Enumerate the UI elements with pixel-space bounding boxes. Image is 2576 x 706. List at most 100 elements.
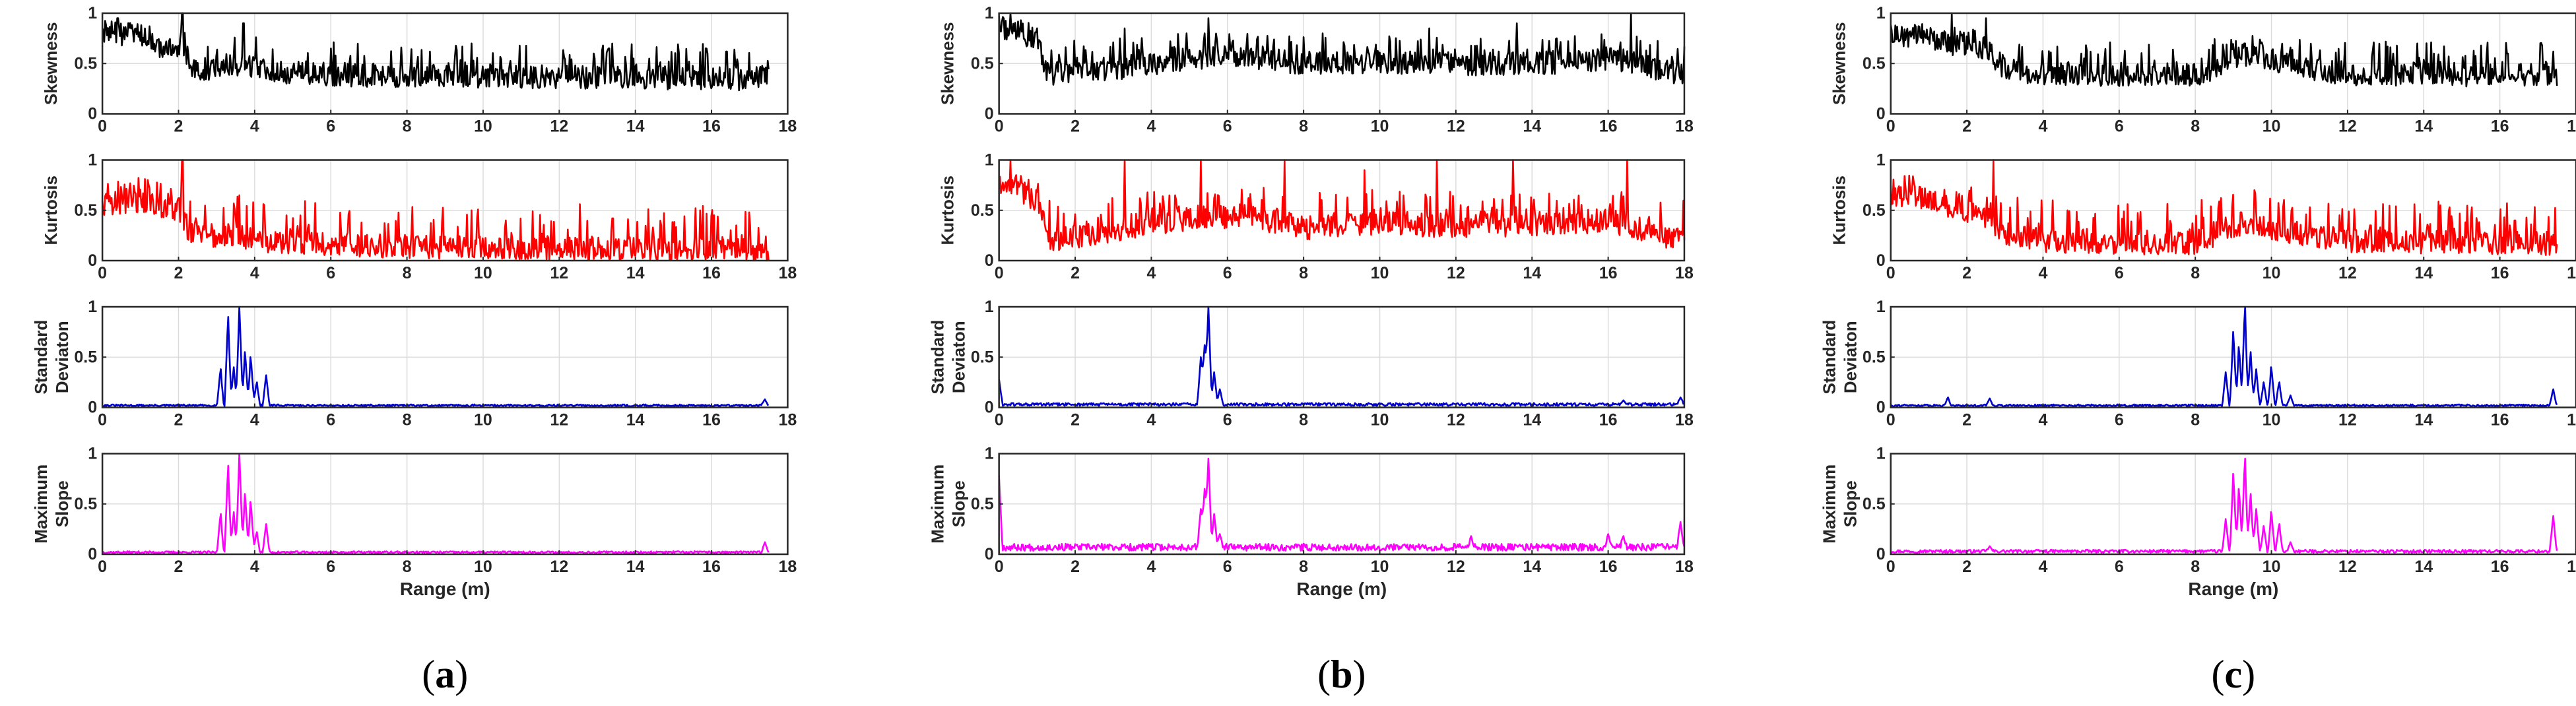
x-tick-label: 10: [1371, 558, 1389, 576]
x-tick-label: 4: [250, 411, 259, 430]
x-tick-label: 4: [2038, 558, 2047, 576]
y-tick-label: 0.5: [1863, 348, 1886, 366]
x-tick-label: 2: [174, 117, 183, 136]
x-tick-label: 18: [779, 117, 797, 136]
x-tick-label: 6: [2115, 117, 2124, 136]
x-tick-label: 4: [1146, 558, 1156, 576]
kurtosis-plot: 0 2 4 6 8 10 12 14 16 18 0 0.5 1 Kurtosis: [1830, 151, 2576, 282]
x-tick-label: 18: [1675, 411, 1694, 430]
x-tick-label: 8: [1299, 411, 1308, 430]
x-tick-label: 10: [1371, 411, 1389, 430]
y-tick-label: 0.5: [74, 201, 97, 220]
x-tick-label: 4: [1146, 117, 1156, 136]
x-tick-label: 12: [550, 411, 568, 430]
y-tick-label: 0: [1876, 105, 1886, 123]
x-tick-label: 6: [326, 117, 335, 136]
y-tick-label: 0: [985, 399, 994, 417]
y-tick-label: 1: [88, 298, 97, 316]
x-tick-label: 0: [1886, 558, 1896, 576]
skewness-series-line: [998, 12, 1686, 86]
x-tick-label: 14: [2414, 117, 2433, 136]
x-tick-label: 10: [474, 558, 492, 576]
x-tick-label: 2: [1071, 264, 1080, 282]
x-tick-label: 14: [1523, 558, 1541, 576]
x-tick-label: 2: [1071, 117, 1080, 136]
y-tick-label: 1: [1876, 445, 1886, 463]
x-tick-label: 8: [2191, 411, 2200, 430]
skewness-ylabel: Skewness: [1830, 22, 1849, 105]
x-tick-label: 6: [1223, 558, 1232, 576]
std-ylabel: StandardDeviaton: [928, 320, 969, 395]
x-tick-label: 10: [474, 264, 492, 282]
y-tick-label: 0.5: [971, 348, 994, 366]
y-tick-label: 1: [985, 298, 994, 316]
x-tick-label: 10: [474, 117, 492, 136]
x-tick-label: 10: [2262, 264, 2281, 282]
skewness-ylabel: Skewness: [938, 22, 958, 105]
x-tick-label: 18: [779, 558, 797, 576]
x-tick-label: 8: [2191, 558, 2200, 576]
y-tick-label: 0: [1876, 399, 1886, 417]
x-tick-label: 0: [995, 411, 1004, 430]
x-tick-label: 10: [2262, 558, 2281, 576]
x-tick-label: 6: [2115, 264, 2124, 282]
x-tick-label: 4: [250, 558, 259, 576]
x-tick-label: 2: [174, 411, 183, 430]
std-series-line: [102, 305, 770, 408]
panel-c: 02468101214161800.51Skewness024681012141…: [1820, 4, 2576, 696]
x-tick-label: 2: [174, 558, 183, 576]
x-tick-label: 6: [1223, 264, 1232, 282]
x-tick-label: 8: [403, 558, 412, 576]
x-tick-label: 6: [326, 558, 335, 576]
kurtosis-ylabel: Kurtosis: [1830, 176, 1849, 245]
x-tick-label: 18: [2567, 411, 2576, 430]
skewness-ylabel: Skewness: [41, 22, 61, 105]
y-tick-label: 1: [1876, 151, 1886, 170]
slope-series-line: [102, 453, 770, 554]
y-tick-label: 0.5: [74, 54, 97, 73]
x-tick-label: 4: [1146, 411, 1156, 430]
x-tick-label: 14: [1523, 264, 1541, 282]
x-tick-label: 12: [550, 264, 568, 282]
x-tick-label: 4: [1146, 264, 1156, 282]
slope-plot: 0 2 4 6 8 10 12 14 16 18 0 0.5 1 MaximumSlope: [31, 445, 797, 577]
kurtosis-series-line: [1890, 159, 2558, 256]
y-tick-label: 0.5: [971, 54, 994, 73]
y-tick-label: 0: [88, 105, 97, 123]
x-tick-label: 16: [702, 411, 721, 430]
x-axis-title: Range (m): [400, 579, 490, 599]
x-tick-label: 12: [2338, 411, 2357, 430]
x-tick-label: 18: [2567, 558, 2576, 576]
kurtosis-plot: 0 2 4 6 8 10 12 14 16 18 0 0.5 1 Kurtosis: [938, 151, 1694, 283]
slope-plot: 0 2 4 6 8 10 12 14 16 18 0 0.5 1 MaximumSlope: [1820, 445, 2576, 576]
x-tick-label: 16: [2491, 117, 2509, 136]
x-tick-label: 14: [2414, 411, 2433, 430]
std-series-line: [998, 305, 1685, 407]
std-plot: 0 2 4 6 8 10 12 14 16 18 0 0.5 1 StandardDeviaton: [31, 298, 797, 430]
slope-ylabel: MaximumSlope: [31, 465, 72, 544]
x-tick-label: 0: [98, 411, 107, 430]
x-tick-label: 18: [779, 264, 797, 282]
x-tick-label: 8: [403, 117, 412, 136]
std-series-line: [1890, 305, 2558, 408]
skewness-series-line: [101, 12, 770, 92]
x-tick-label: 12: [1447, 264, 1465, 282]
x-tick-label: 6: [326, 411, 335, 430]
x-tick-label: 8: [1299, 117, 1308, 136]
x-axis-title: Range (m): [1296, 579, 1387, 599]
y-tick-label: 0: [985, 545, 994, 563]
skewness-plot: 0 2 4 6 8 10 12 14 16 18 0 0.5 1 Skewness: [41, 4, 797, 136]
skewness-plot: 0 2 4 6 8 10 12 14 16 18 0 0.5 1 Skewness: [938, 4, 1694, 136]
x-tick-label: 4: [2038, 411, 2047, 430]
x-tick-label: 8: [403, 264, 412, 282]
x-tick-label: 0: [995, 264, 1004, 282]
x-tick-label: 12: [550, 558, 568, 576]
x-tick-label: 16: [702, 264, 721, 282]
x-tick-label: 0: [98, 264, 107, 282]
slope-ylabel: MaximumSlope: [928, 465, 969, 544]
y-tick-label: 1: [1876, 298, 1886, 316]
panel-label: (a): [422, 653, 468, 696]
x-tick-label: 2: [1071, 558, 1080, 576]
x-tick-label: 16: [1599, 411, 1618, 430]
y-tick-label: 1: [985, 151, 994, 170]
